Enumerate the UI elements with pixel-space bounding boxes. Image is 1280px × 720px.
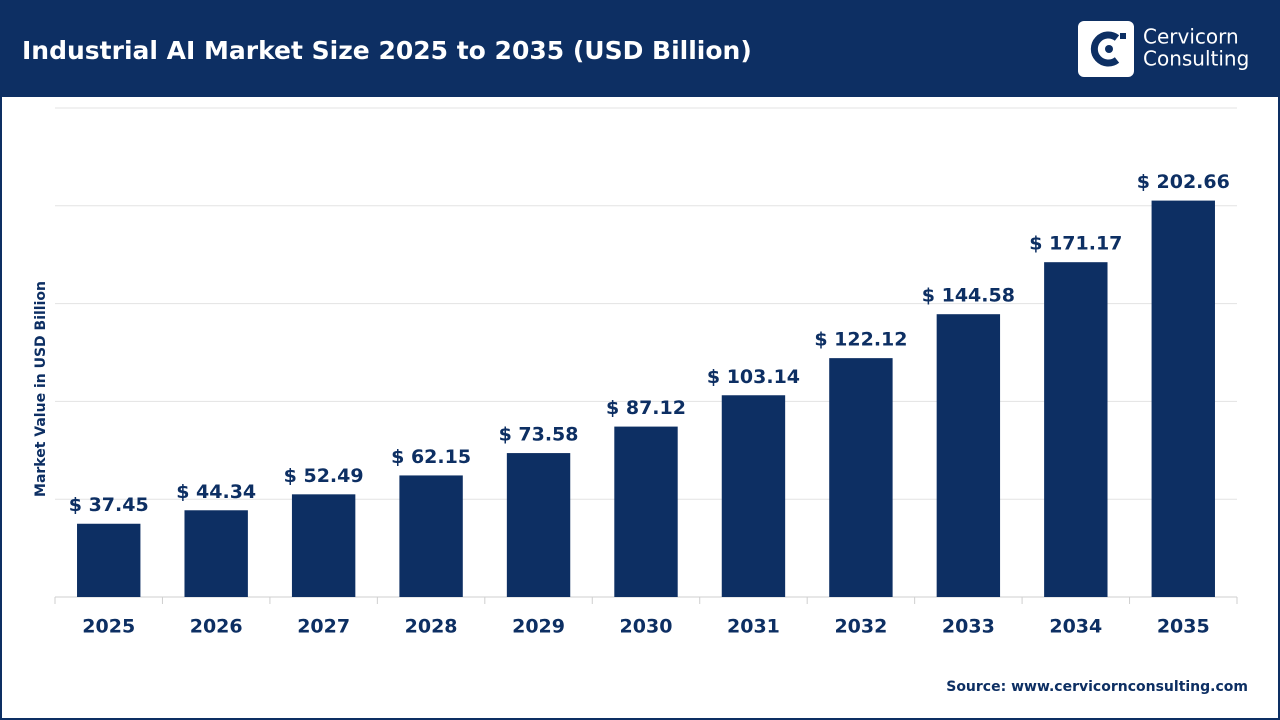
value-label: $ 122.12 [814,329,907,351]
x-tick-label: 2027 [297,616,350,638]
value-label: $ 62.15 [391,446,471,468]
value-label: $ 202.66 [1137,171,1230,193]
bar [506,453,571,597]
logo-text: Consulting [1143,47,1249,71]
bar [291,494,356,597]
y-axis-label: Market Value in USD Billion [33,281,49,497]
x-tick-label: 2030 [620,616,673,638]
source: Source: www.cervicornconsulting.com [946,679,1248,695]
value-label: $ 44.34 [176,481,256,503]
value-label: $ 37.45 [69,494,149,516]
value-label: $ 103.14 [707,366,800,388]
logo: Cervicorn Consulting [1078,21,1249,77]
logo-text: Cervicorn [1143,25,1239,49]
value-label: $ 171.17 [1029,233,1122,255]
logo-square [1120,33,1126,39]
value-label: $ 87.12 [606,397,686,419]
value-label: $ 144.58 [922,285,1015,307]
bar [399,475,463,597]
x-tick-label: 2029 [512,616,565,638]
x-tick-label: 2035 [1157,616,1210,638]
logo-icon [1090,31,1120,67]
value-label: $ 52.49 [284,465,364,487]
x-tick-label: 2033 [942,616,995,638]
x-tick-label: 2028 [405,616,458,638]
chart-title: Industrial AI Market Size 2025 to 2035 (… [22,36,752,65]
bar [184,510,248,597]
x-tick-label: 2025 [82,616,135,638]
x-tick-label: 2032 [834,616,887,638]
logo-dot [1105,45,1113,53]
bar [721,395,786,597]
bar [1151,200,1215,597]
x-tick-label: 2026 [190,616,243,638]
header-band [0,0,1280,97]
bar [614,426,678,597]
bar [1044,262,1108,597]
x-tick-label: 2031 [727,616,780,638]
bar [829,358,893,597]
bar [936,314,1001,597]
value-label: $ 73.58 [499,424,579,446]
x-tick-label: 2034 [1049,616,1102,638]
bar [77,523,141,597]
